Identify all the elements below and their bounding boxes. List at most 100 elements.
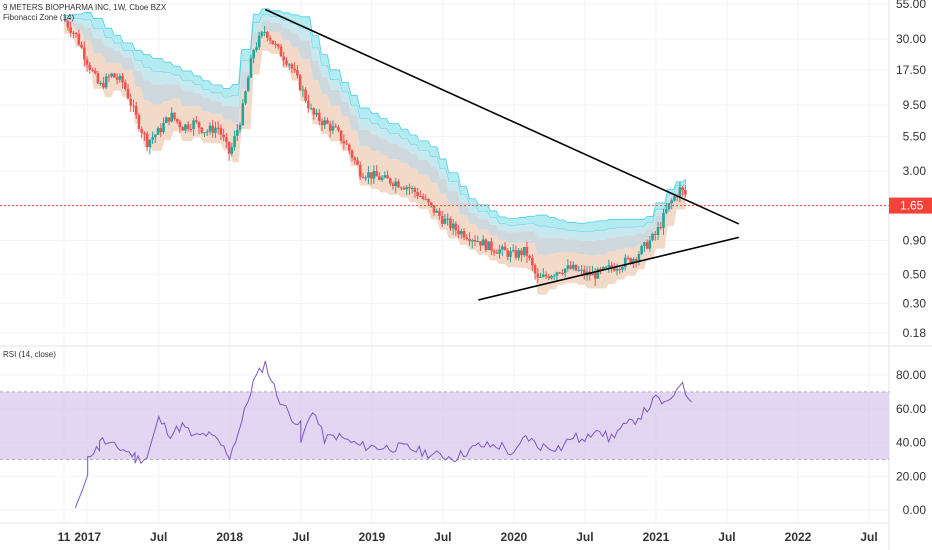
rsi-line[interactable]	[75, 360, 692, 509]
candle-body	[552, 275, 556, 277]
candle-body	[427, 198, 430, 203]
candle-body	[66, 21, 70, 28]
candle-body	[162, 123, 165, 133]
candle-body	[615, 269, 619, 271]
candle-body	[651, 233, 654, 241]
candle-body	[413, 188, 417, 193]
price-tick-label: 0.50	[903, 267, 927, 281]
candle-body	[684, 190, 687, 195]
candle-body	[178, 121, 182, 128]
candle-body	[216, 127, 220, 129]
candle-body	[364, 177, 368, 179]
candle-body	[88, 64, 92, 70]
candle-body	[287, 64, 291, 66]
candle-body	[525, 246, 529, 256]
rsi-tick-label: 0.00	[903, 503, 927, 517]
candle-body	[604, 266, 608, 268]
candle-body	[77, 34, 81, 45]
candle-body	[664, 209, 668, 213]
candle-body	[383, 175, 387, 178]
candle-body	[541, 274, 545, 277]
price-tick-label: 0.18	[903, 326, 927, 340]
candle-body	[197, 121, 201, 128]
candle-body	[323, 120, 327, 125]
candle-body	[378, 176, 381, 180]
candle-body	[662, 212, 665, 228]
candle-body	[490, 241, 493, 251]
price-tick-label: 30.00	[896, 32, 926, 46]
candle-body	[465, 237, 469, 239]
candle-body	[397, 181, 400, 188]
candle-body	[236, 129, 239, 136]
candle-body	[137, 115, 141, 129]
candle-body	[492, 250, 496, 253]
candle-body	[582, 269, 586, 276]
candle-body	[375, 171, 378, 177]
candle-body	[154, 134, 157, 138]
price-axis-ticks[interactable]: 55.00 30.00 17.50 9.50 5.50 3.00 0.90 0.50 0.30 0…	[896, 0, 926, 340]
trendline[interactable]	[264, 8, 740, 225]
candle-body	[440, 215, 444, 224]
fibonacci-zone-bands	[63, 8, 686, 295]
candle-body	[271, 40, 275, 45]
candle-body	[184, 124, 187, 131]
candle-body	[577, 270, 581, 272]
candle-body	[479, 241, 482, 246]
fib-upper-zone	[63, 8, 686, 233]
candle-body	[350, 150, 354, 158]
candle-body	[511, 250, 515, 252]
candle-body	[301, 89, 305, 91]
candle-body	[320, 120, 324, 125]
candle-body	[591, 272, 594, 276]
rsi-legend[interactable]: RSI (14, close)	[3, 350, 56, 359]
trendlines[interactable]	[264, 8, 740, 301]
candle-body	[268, 37, 272, 41]
candle-body	[457, 230, 460, 235]
candle-body	[181, 127, 184, 131]
candle-body	[623, 257, 627, 268]
candle-body	[307, 100, 310, 109]
current-price-label: 1.65	[900, 199, 924, 213]
candle-body	[126, 88, 130, 99]
candle-body	[328, 123, 332, 131]
time-tick-label: Jul	[150, 530, 167, 544]
candle-body	[429, 202, 433, 206]
candle-body	[356, 160, 359, 165]
time-tick-label: 11	[58, 530, 71, 544]
candle-body	[334, 126, 337, 128]
candle-body	[290, 64, 294, 69]
candle-body	[298, 75, 302, 91]
rsi-tick-label: 40.00	[896, 436, 926, 450]
candle-body	[238, 124, 242, 130]
candle-body	[74, 32, 78, 35]
price-tick-label: 17.50	[896, 63, 926, 77]
indicator-legend[interactable]: Fibonacci Zone (14)	[3, 13, 74, 22]
candle-body	[424, 198, 428, 200]
candle-body	[227, 141, 231, 154]
candle-body	[361, 176, 365, 178]
candle-body	[670, 200, 673, 203]
candle-body	[462, 231, 466, 238]
candle-body	[192, 120, 195, 130]
candle-body	[211, 125, 215, 133]
candle-body	[634, 259, 638, 261]
time-axis-ticks[interactable]: 11 2017 Jul 2018 Jul 2019 Jul 2020 Jul 2021 Jul 202…	[58, 530, 878, 544]
candle-body	[399, 187, 403, 189]
candle-body	[159, 127, 163, 133]
candle-body	[118, 75, 122, 80]
trendline[interactable]	[478, 236, 739, 301]
time-tick-label: Jul	[434, 530, 451, 544]
candle-body	[498, 249, 501, 254]
candle-body	[632, 259, 635, 264]
candle-body	[244, 91, 247, 104]
candle-body	[446, 218, 449, 220]
candle-body	[252, 50, 255, 59]
candle-body	[260, 32, 264, 36]
candle-body	[353, 157, 357, 161]
rsi-axis-ticks[interactable]: 80.00 60.00 40.00 20.00 0.00	[896, 368, 926, 517]
rsi-tick-label: 60.00	[896, 402, 926, 416]
candle-body	[572, 264, 575, 269]
candle-body	[621, 267, 624, 270]
candle-body	[285, 60, 288, 65]
